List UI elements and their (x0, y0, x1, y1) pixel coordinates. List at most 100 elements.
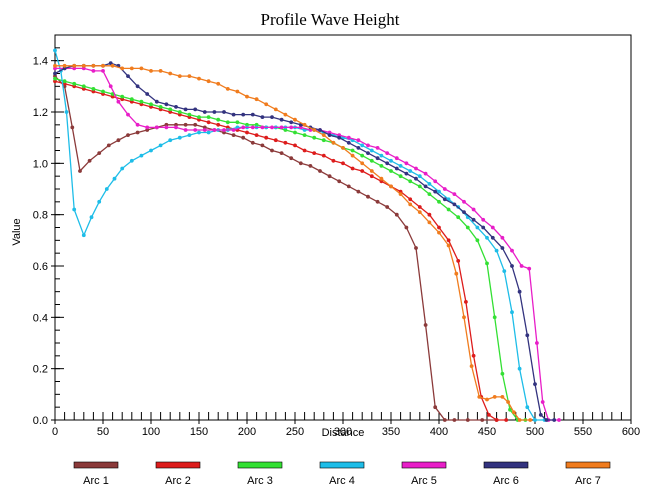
data-point (177, 112, 182, 117)
y-tick-label: 0.4 (33, 312, 48, 324)
data-point (126, 133, 130, 138)
data-point (510, 264, 514, 268)
data-point (446, 207, 451, 212)
data-point (414, 166, 418, 171)
series-7 (53, 63, 533, 422)
data-point (283, 140, 288, 145)
data-point (533, 382, 537, 386)
data-point (62, 81, 67, 86)
data-point (469, 364, 474, 368)
x-tick-label: 450 (478, 426, 496, 438)
data-point (260, 125, 265, 130)
data-point (168, 71, 173, 76)
data-point (337, 135, 342, 140)
data-point (398, 174, 403, 179)
data-point (341, 146, 345, 150)
data-point (417, 174, 422, 179)
data-point (408, 179, 413, 184)
data-point (517, 418, 522, 422)
data-point (318, 169, 322, 173)
data-point (356, 138, 361, 143)
data-point (168, 107, 173, 112)
data-point (480, 418, 485, 422)
data-point (504, 418, 509, 422)
data-point (270, 148, 274, 153)
data-point (485, 235, 489, 240)
data-point (302, 133, 307, 138)
data-point (414, 246, 418, 250)
data-point (369, 169, 374, 173)
y-axis: 0.0 0.2 0.4 0.6 0.8 1.0 1.2 1.4 (33, 56, 64, 427)
data-point (254, 97, 259, 102)
data-point (97, 151, 102, 156)
data-point (490, 235, 495, 240)
x-tick-label: 400 (430, 426, 448, 438)
data-point (404, 225, 409, 230)
data-point (225, 120, 230, 125)
data-point (321, 133, 326, 138)
data-point (135, 130, 140, 135)
data-point (289, 120, 294, 125)
data-point (452, 192, 457, 197)
x-tick-label: 150 (190, 426, 208, 438)
data-point (245, 94, 249, 99)
data-point (289, 156, 294, 161)
data-point (158, 105, 163, 109)
data-point (149, 102, 153, 107)
data-point (433, 405, 438, 410)
data-point (158, 143, 163, 148)
data-point (250, 125, 255, 130)
data-point (202, 125, 207, 130)
data-point (433, 179, 438, 184)
data-point (446, 243, 451, 248)
data-point (366, 143, 370, 148)
data-point (110, 63, 115, 68)
data-point (519, 264, 524, 268)
legend-label: Arc 6 (493, 475, 519, 487)
data-point (414, 176, 418, 181)
data-point (318, 128, 322, 132)
data-point (502, 269, 507, 273)
x-tick-label: 50 (97, 426, 109, 438)
data-point (375, 199, 380, 204)
legend-item: Arc 1 (73, 461, 119, 487)
data-point (91, 89, 96, 94)
data-point (369, 158, 374, 163)
data-point (375, 146, 380, 150)
data-point (517, 366, 522, 371)
data-point (212, 110, 217, 114)
data-point (360, 153, 365, 158)
data-point (187, 112, 192, 117)
data-point (508, 407, 512, 412)
series-3 (53, 76, 528, 422)
data-point (254, 122, 259, 127)
data-point (475, 238, 480, 243)
data-point (512, 410, 516, 415)
data-point (427, 212, 432, 217)
data-point (187, 133, 192, 138)
data-point (494, 418, 499, 422)
data-point (442, 187, 447, 191)
x-tick-label: 500 (526, 426, 544, 438)
data-point (89, 215, 94, 220)
data-point (517, 289, 522, 294)
data-point (389, 169, 393, 173)
data-point (222, 110, 226, 114)
data-point (462, 210, 466, 215)
data-point (154, 125, 159, 130)
data-point (360, 169, 365, 173)
data-point (193, 107, 198, 112)
legend-label: Arc 7 (575, 475, 601, 487)
data-point (485, 397, 489, 402)
data-point (129, 66, 134, 71)
data-point (398, 164, 403, 168)
data-point (544, 418, 549, 422)
data-point (254, 133, 259, 138)
data-point (408, 169, 413, 173)
data-point (231, 133, 236, 138)
data-point (379, 153, 384, 158)
data-point (471, 217, 476, 222)
legend-label: Arc 2 (165, 475, 191, 487)
data-point (72, 63, 77, 68)
data-point (250, 112, 255, 117)
